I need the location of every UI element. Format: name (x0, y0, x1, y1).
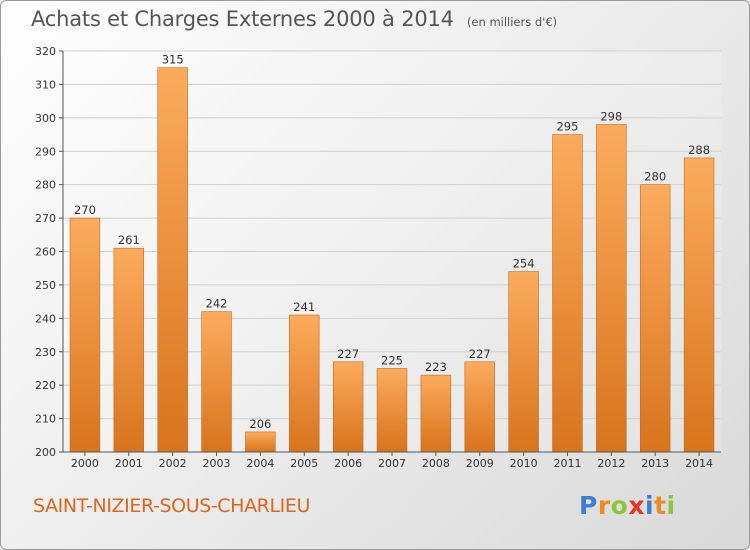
bar (113, 247, 145, 453)
bar (245, 431, 276, 453)
city-name: SAINT-NIZIER-SOUS-CHARLIEU (33, 495, 310, 517)
logo-letter: i (645, 491, 655, 520)
x-tick-label: 2010 (510, 457, 538, 470)
x-tick-label: 2000 (71, 457, 99, 470)
bar (376, 368, 408, 453)
x-tick-label: 2013 (641, 457, 669, 470)
x-tick-label: 2001 (115, 457, 143, 470)
x-tick-label: 2003 (203, 457, 231, 470)
bar (332, 361, 364, 453)
logo-letter: x (628, 491, 645, 520)
y-tick-label: 260 (35, 246, 56, 259)
data-label: 227 (337, 347, 359, 361)
bar (683, 157, 715, 453)
y-tick-label: 310 (35, 78, 56, 91)
chart-unit: (en milliers d'€) (466, 15, 558, 29)
title-row: Achats et Charges Externes 2000 à 2014 (… (31, 7, 557, 31)
proxiti-logo: Proxiti (579, 491, 676, 520)
x-tick-label: 2008 (422, 457, 450, 470)
data-label: 298 (600, 110, 622, 124)
bar (69, 217, 101, 453)
x-tick-label: 2007 (378, 457, 406, 470)
y-tick-label: 200 (35, 446, 56, 459)
y-tick-label: 210 (35, 413, 56, 426)
bar (639, 184, 671, 453)
x-tick-label: 2005 (290, 457, 318, 470)
y-tick-label: 280 (35, 179, 56, 192)
data-label: 225 (381, 353, 403, 367)
y-tick-label: 240 (35, 312, 56, 325)
y-tick-label: 290 (35, 145, 56, 158)
logo-letter: i (666, 491, 676, 520)
x-tick-label: 2011 (553, 457, 581, 470)
chart-title: Achats et Charges Externes 2000 à 2014 (31, 7, 454, 31)
x-tick-label: 2009 (466, 457, 494, 470)
bar (552, 134, 583, 453)
data-label: 206 (249, 417, 271, 431)
x-tick-label: 2014 (685, 457, 713, 470)
logo-letter: o (610, 491, 629, 520)
logo-letter: P (579, 491, 598, 520)
bar (596, 124, 627, 453)
x-tick-label: 2006 (334, 457, 362, 470)
x-tick-label: 2012 (597, 457, 625, 470)
bar (420, 374, 452, 453)
data-label: 261 (118, 233, 140, 247)
data-label: 280 (644, 170, 666, 184)
y-tick-label: 270 (35, 212, 56, 225)
y-tick-label: 300 (35, 112, 56, 125)
bar (157, 67, 188, 453)
data-label: 254 (513, 257, 535, 271)
bar (201, 311, 232, 453)
y-tick-label: 320 (35, 45, 56, 58)
data-label: 227 (469, 347, 491, 361)
logo-letter: r (597, 491, 611, 520)
y-tick-label: 230 (35, 346, 56, 359)
y-tick-label: 250 (35, 279, 56, 292)
data-label: 295 (556, 120, 578, 134)
data-label: 270 (74, 203, 96, 217)
bar (508, 271, 539, 453)
data-label: 241 (293, 300, 315, 314)
bar (289, 314, 320, 453)
data-label: 315 (162, 53, 184, 67)
x-tick-label: 2004 (246, 457, 274, 470)
x-tick-label: 2002 (159, 457, 187, 470)
logo-letter: t (654, 491, 667, 520)
y-tick-label: 220 (35, 379, 56, 392)
data-label: 223 (425, 360, 447, 374)
data-label: 288 (688, 143, 710, 157)
data-label: 242 (206, 297, 228, 311)
bar (464, 361, 495, 453)
